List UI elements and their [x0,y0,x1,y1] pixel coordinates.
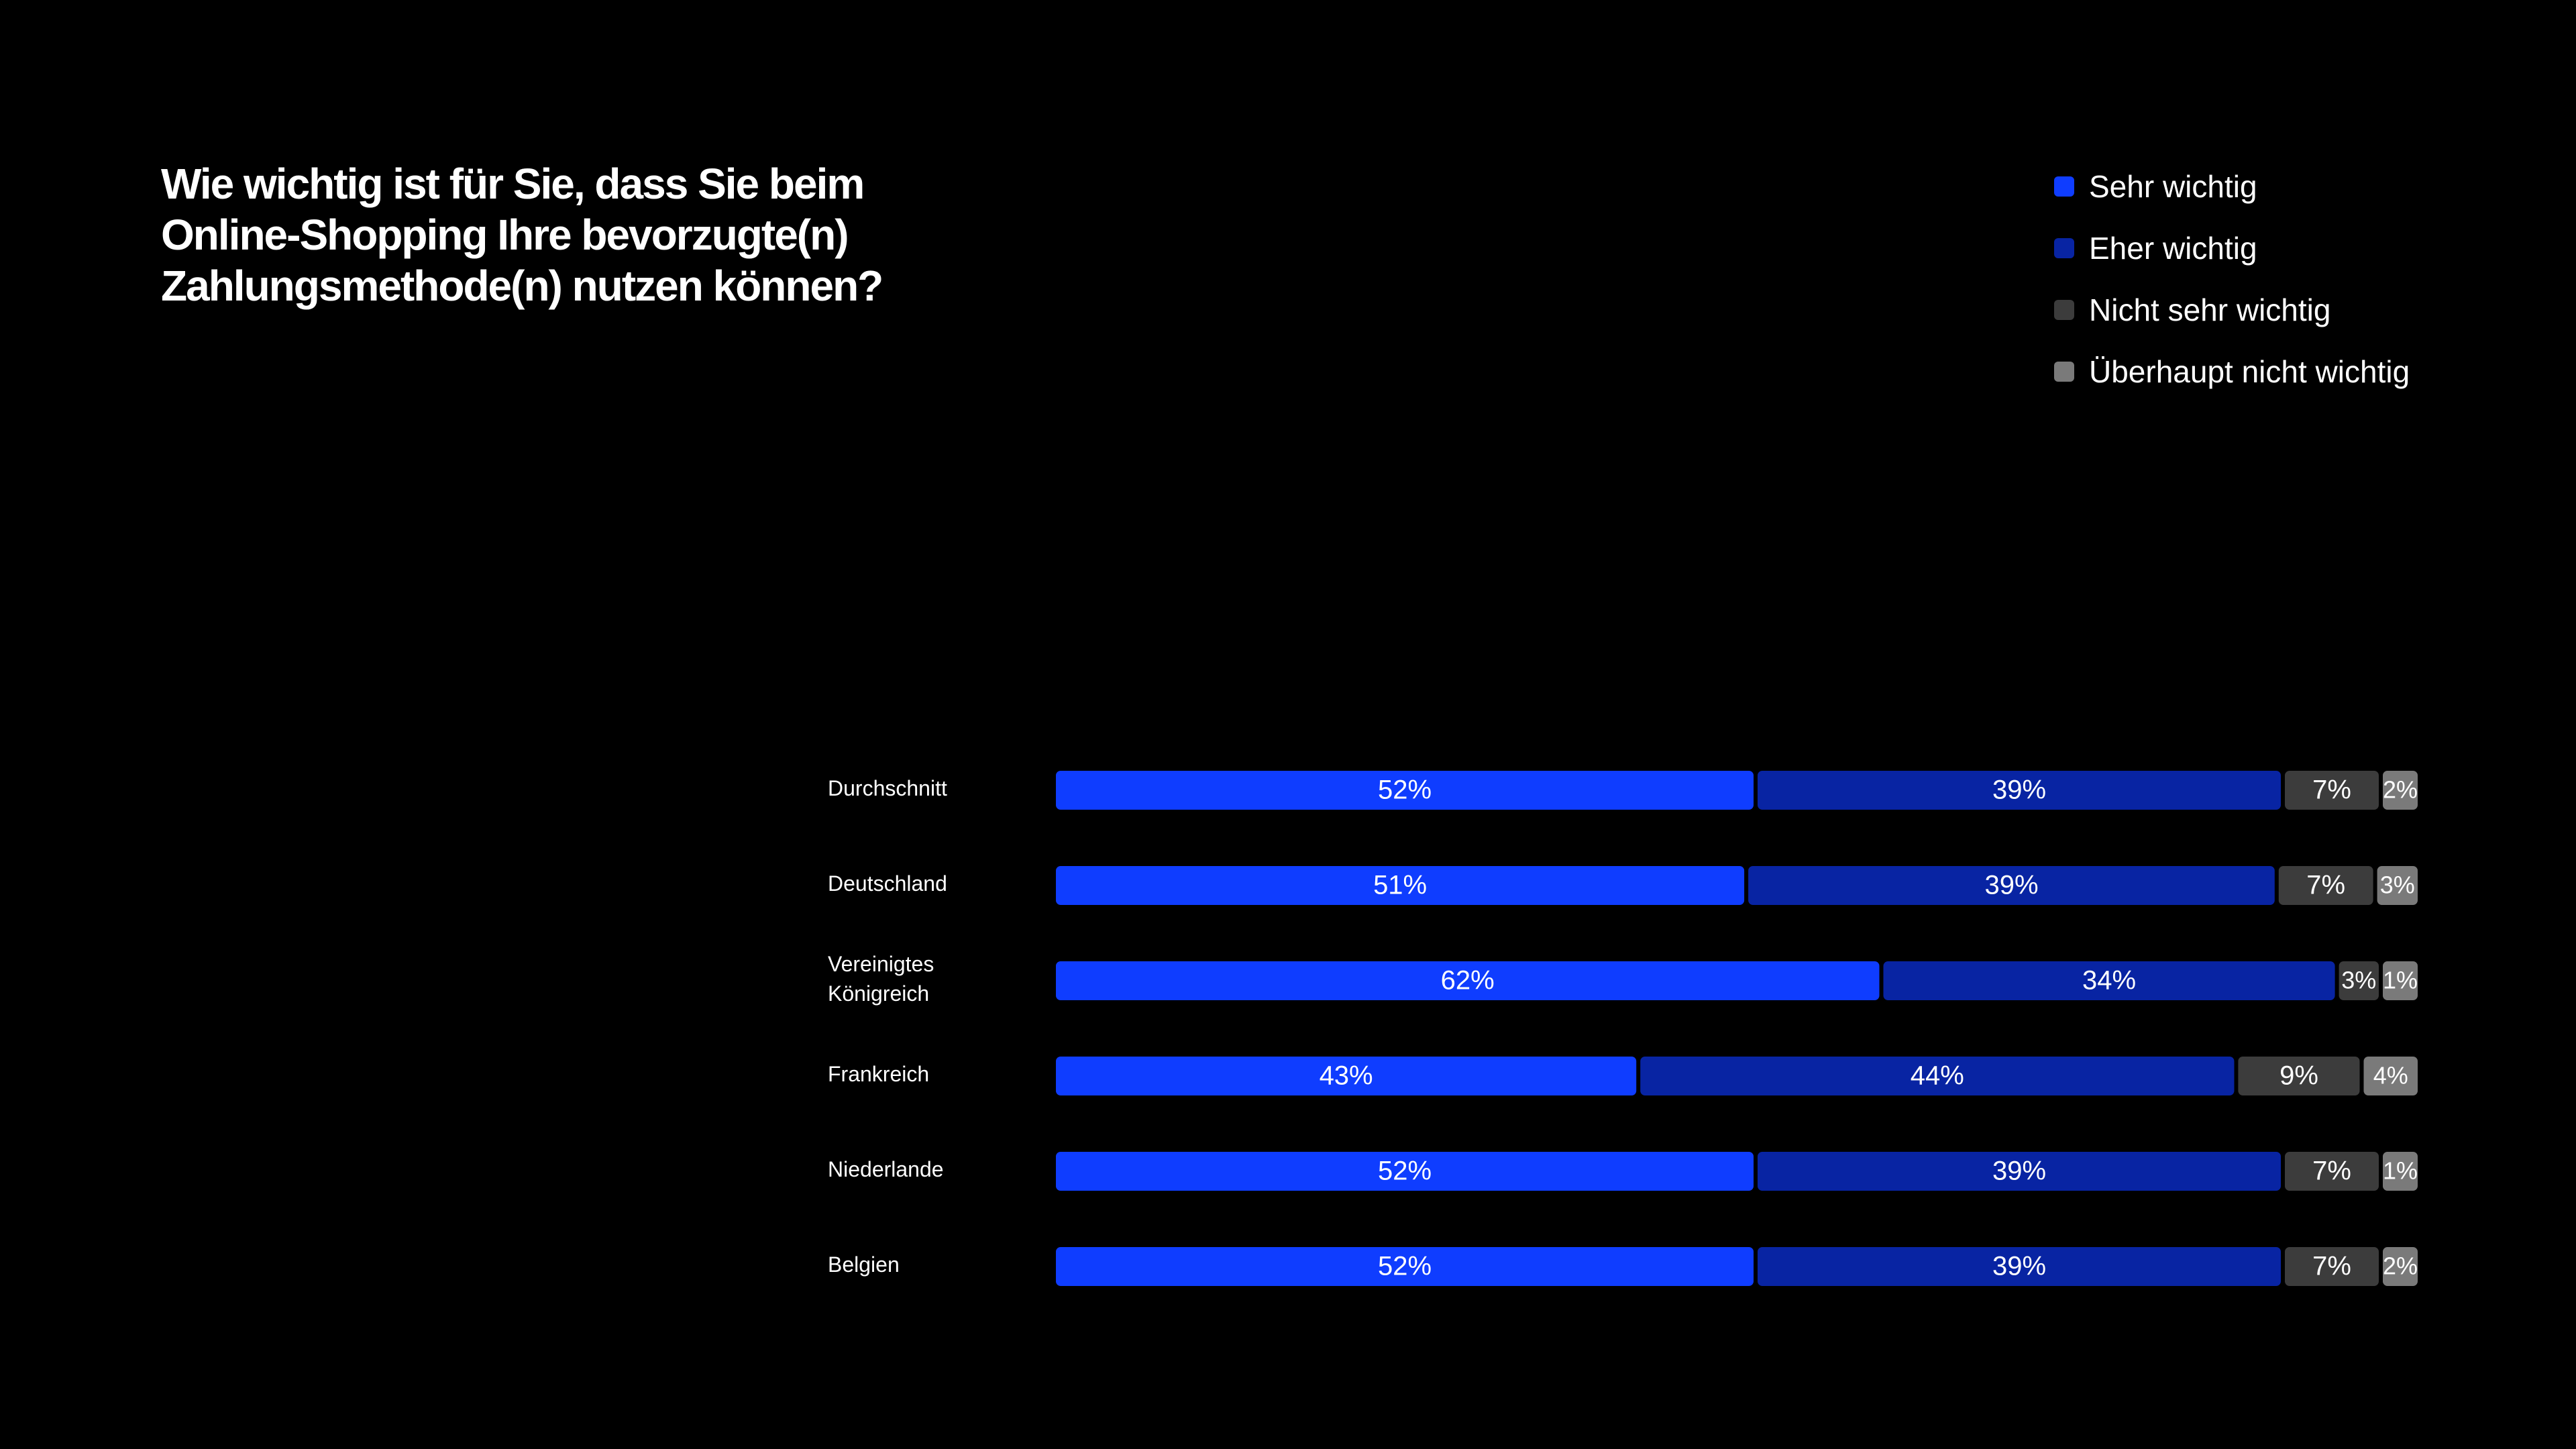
bar-deutschland-eher-wichtig [1748,866,2275,905]
bar-niederlande-eher-wichtig [1758,1152,2281,1191]
bar-durchschnitt-eher-wichtig [1758,771,2281,810]
data-label-vereinigtes-koenigreich-eher-wichtig: 34% [2082,966,2136,996]
data-label-belgien-eher-wichtig: 39% [1992,1252,2046,1281]
data-label-belgien-ueberhaupt-nicht-wichtig: 2% [2383,1252,2418,1280]
bar-vereinigtes-koenigreich-nicht-sehr-wichtig [2339,961,2379,1000]
category-label-vereinigtes-koenigreich: Vereinigtes Königreich [828,952,934,1006]
category-label-belgien: Belgien [828,1252,900,1277]
bar-deutschland-nicht-sehr-wichtig [2278,866,2373,905]
bar-niederlande-nicht-sehr-wichtig [2285,1152,2379,1191]
data-label-frankreich-sehr-wichtig: 43% [1320,1061,1373,1091]
data-label-durchschnitt-eher-wichtig: 39% [1992,775,2046,805]
bar-deutschland-sehr-wichtig [1056,866,1745,905]
bar-vereinigtes-koenigreich-eher-wichtig [1883,961,2335,1000]
data-label-deutschland-sehr-wichtig: 51% [1373,871,1427,900]
bar-niederlande-sehr-wichtig [1056,1152,1754,1191]
bar-frankreich-eher-wichtig [1640,1057,2235,1095]
bar-deutschland-ueberhaupt-nicht-wichtig [2377,866,2418,905]
bar-durchschnitt-nicht-sehr-wichtig [2285,771,2379,810]
legend-swatch-sehr-wichtig [2054,176,2074,197]
data-label-vereinigtes-koenigreich-nicht-sehr-wichtig: 3% [2341,967,2376,994]
legend-swatch-ueberhaupt-nicht-wichtig [2054,362,2074,382]
legend-item-eher-wichtig: Eher wichtig [2054,217,2410,279]
data-label-deutschland-eher-wichtig: 39% [1984,871,2038,900]
category-label-durchschnitt: Durchschnitt [828,776,947,800]
legend-swatch-nicht-sehr-wichtig [2054,300,2074,320]
data-label-frankreich-ueberhaupt-nicht-wichtig: 4% [2373,1062,2408,1089]
data-label-niederlande-eher-wichtig: 39% [1992,1157,2046,1186]
data-label-deutschland-nicht-sehr-wichtig: 7% [2306,871,2345,900]
category-label-frankreich: Frankreich [828,1062,929,1086]
legend-item-nicht-sehr-wichtig: Nicht sehr wichtig [2054,279,2410,341]
data-label-durchschnitt-nicht-sehr-wichtig: 7% [2312,775,2351,805]
category-label-niederlande: Niederlande [828,1157,944,1181]
data-label-deutschland-ueberhaupt-nicht-wichtig: 3% [2380,871,2415,899]
legend-label-sehr-wichtig: Sehr wichtig [2089,169,2257,204]
data-label-durchschnitt-ueberhaupt-nicht-wichtig: 2% [2383,776,2418,804]
legend-swatch-eher-wichtig [2054,238,2074,258]
data-label-vereinigtes-koenigreich-ueberhaupt-nicht-wichtig: 1% [2383,967,2418,994]
bar-vereinigtes-koenigreich-ueberhaupt-nicht-wichtig [2383,961,2418,1000]
bar-vereinigtes-koenigreich-sehr-wichtig [1056,961,1880,1000]
bar-frankreich-sehr-wichtig [1056,1057,1637,1095]
data-label-frankreich-nicht-sehr-wichtig: 9% [2279,1061,2318,1091]
legend-item-ueberhaupt-nicht-wichtig: Überhaupt nicht wichtig [2054,341,2410,402]
chart-legend: Sehr wichtig Eher wichtig Nicht sehr wic… [2054,156,2410,402]
data-label-frankreich-eher-wichtig: 44% [1911,1061,1964,1091]
bar-belgien-ueberhaupt-nicht-wichtig [2383,1247,2418,1286]
bar-durchschnitt-sehr-wichtig [1056,771,1754,810]
bar-frankreich-nicht-sehr-wichtig [2238,1057,2360,1095]
data-label-niederlande-sehr-wichtig: 52% [1378,1157,1432,1186]
legend-label-eher-wichtig: Eher wichtig [2089,231,2257,266]
data-label-belgien-nicht-sehr-wichtig: 7% [2312,1252,2351,1281]
data-label-durchschnitt-sehr-wichtig: 52% [1378,775,1432,805]
chart-title: Wie wichtig ist für Sie, dass Sie beim O… [161,160,883,310]
bar-niederlande-ueberhaupt-nicht-wichtig [2383,1152,2418,1191]
data-label-vereinigtes-koenigreich-sehr-wichtig: 62% [1441,966,1495,996]
data-label-belgien-sehr-wichtig: 52% [1378,1252,1432,1281]
bar-belgien-sehr-wichtig [1056,1247,1754,1286]
category-label-deutschland: Deutschland [828,871,947,896]
bar-frankreich-ueberhaupt-nicht-wichtig [2363,1057,2418,1095]
legend-label-ueberhaupt-nicht-wichtig: Überhaupt nicht wichtig [2089,354,2410,389]
bar-durchschnitt-ueberhaupt-nicht-wichtig [2383,771,2418,810]
legend-label-nicht-sehr-wichtig: Nicht sehr wichtig [2089,292,2331,327]
bar-belgien-nicht-sehr-wichtig [2285,1247,2379,1286]
data-label-niederlande-ueberhaupt-nicht-wichtig: 1% [2383,1157,2418,1185]
bar-belgien-eher-wichtig [1758,1247,2281,1286]
legend-item-sehr-wichtig: Sehr wichtig [2054,156,2410,217]
data-label-niederlande-nicht-sehr-wichtig: 7% [2312,1157,2351,1186]
